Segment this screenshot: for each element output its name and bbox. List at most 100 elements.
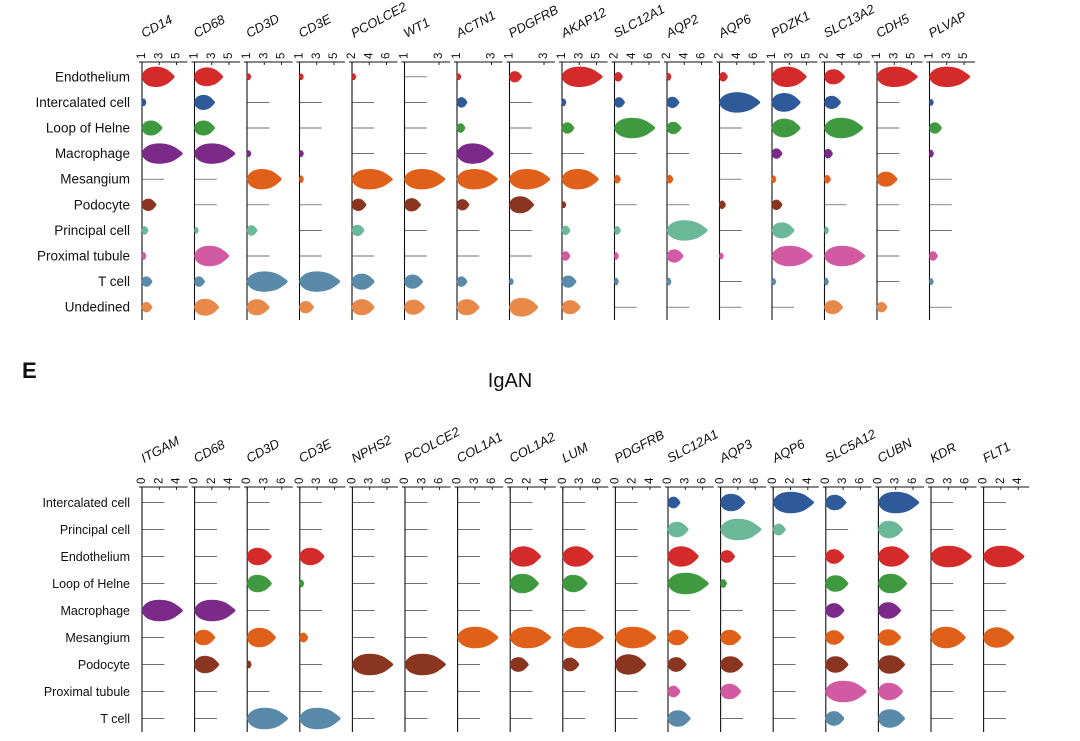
top-gene-label-aqp6: AQP6 — [715, 11, 754, 41]
top-violin-actn1-intercalated-cell — [456, 97, 468, 108]
bottom-row-label-proximal-tubule: Proximal tubule — [44, 685, 130, 699]
bottom-tick-label-aqp6-0: 0 — [767, 478, 779, 484]
bottom-violin-lum-podocyte — [562, 657, 580, 672]
top-tick-label-cd14-0: 1 — [136, 53, 148, 59]
bottom-tick-label-col1a1-2: 6 — [486, 478, 498, 484]
bottom-gene-label-flt1: FLT1 — [980, 439, 1013, 466]
top-violin-slc13a2-proximal-tubule — [824, 245, 866, 267]
top-tick-label-slc13a2-2: 6 — [853, 53, 865, 59]
bottom-tick-label-nphs2-0: 0 — [346, 478, 358, 484]
bottom-violin-aqp3-intercalated-cell — [720, 493, 746, 512]
bottom-violin-slc12a1-principal-cell — [667, 521, 689, 538]
bottom-violin-cubn-proximal-tubule — [878, 682, 904, 701]
top-violin-plvap-intercalated-cell — [929, 99, 934, 106]
top-violin-slc12a1-intercalated-cell — [614, 97, 625, 108]
bottom-tick-label-col1a1-1: 3 — [469, 478, 481, 484]
top-violin-cd14-loop-of-helne — [141, 120, 163, 136]
top-row-label-intercalated-cell: Intercalated cell — [35, 95, 130, 110]
bottom-violin-slc12a1-intercalated-cell — [667, 496, 681, 509]
bottom-tick-label-pdgfrb-2: 4 — [644, 477, 656, 484]
bottom-violin-slc12a1-mesangium — [667, 629, 689, 646]
top-violin-actn1-undedined — [456, 299, 480, 316]
top-violin-pdzk1-mesangium — [771, 175, 777, 183]
bottom-violin-cubn-podocyte — [878, 655, 906, 674]
bottom-violin-cd3e-t-cell — [299, 707, 341, 730]
top-gene-label-wt1: WT1 — [401, 15, 432, 41]
top-tick-label-akap12-2: 5 — [591, 53, 603, 59]
top-violin-akap12-intercalated-cell — [561, 98, 567, 107]
bottom-tick-label-slc12a1-1: 3 — [679, 478, 691, 484]
bottom-violin-col1a2-endothelium — [509, 546, 541, 567]
top-violin-wt1-t-cell — [404, 274, 424, 289]
bottom-violin-aqp3-loop-of-helne — [720, 579, 727, 588]
top-violin-actn1-loop-of-helne — [456, 123, 466, 133]
bottom-violin-slc5a12-loop-of-helne — [825, 575, 849, 592]
bottom-violin-cubn-macrophage — [878, 602, 902, 619]
top-violin-pdzk1-intercalated-cell — [771, 93, 801, 112]
bottom-gene-label-aqp6: AQP6 — [769, 436, 808, 466]
top-violin-cd3e-endothelium — [299, 73, 304, 81]
top-gene-label-cd68: CD68 — [191, 11, 228, 40]
top-violin-plvap-macrophage — [929, 149, 934, 158]
bottom-violin-cd3d-endothelium — [246, 547, 272, 566]
top-violin-plvap-t-cell — [929, 278, 934, 285]
top-row-label-principal-cell: Principal cell — [54, 223, 130, 238]
bottom-violin-aqp3-proximal-tubule — [720, 683, 742, 700]
bottom-violin-cd68-mesangium — [194, 629, 216, 646]
bottom-violin-slc5a12-podocyte — [825, 656, 849, 673]
bottom-violin-cd3e-mesangium — [299, 632, 309, 643]
top-violin-akap12-endothelium — [561, 66, 603, 87]
top-tick-label-wt1-0: 1 — [399, 53, 411, 59]
top-violin-aqp6-endothelium — [719, 72, 728, 82]
top-violin-slc13a2-undedined — [824, 300, 844, 315]
top-tick-label-cdh5-1: 3 — [888, 53, 900, 59]
bottom-tick-label-lum-2: 6 — [591, 478, 603, 484]
bottom-row-label-mesangium: Mesangium — [65, 631, 130, 645]
top-violin-akap12-mesangium — [561, 169, 599, 190]
bottom-violin-slc12a1-loop-of-helne — [667, 572, 709, 595]
bottom-violin-cubn-endothelium — [878, 546, 910, 567]
top-violin-pcolce2-mesangium — [351, 169, 393, 190]
top-gene-label-cdh5: CDH5 — [873, 10, 912, 40]
bottom-gene-label-pdgfrb: PDGFRB — [612, 427, 667, 466]
top-violin-pdgfrb-undedined — [509, 297, 539, 317]
top-violin-cd68-endothelium — [194, 67, 224, 87]
bottom-gene-label-lum: LUM — [559, 439, 590, 465]
top-violin-aqp6-proximal-tubule — [719, 252, 724, 260]
top-violin-pdgfrb-endothelium — [509, 71, 522, 83]
bottom-tick-label-col1a2-0: 0 — [504, 478, 516, 484]
bottom-violin-slc5a12-intercalated-cell — [825, 494, 847, 511]
bottom-violin-pcolce2-podocyte — [404, 653, 446, 676]
top-violin-cd14-t-cell — [141, 276, 153, 287]
bottom-violin-slc12a1-t-cell — [667, 710, 691, 727]
bottom-tick-label-slc12a1-0: 0 — [662, 478, 674, 484]
bottom-gene-label-col1a1: COL1A1 — [454, 429, 505, 466]
bottom-gene-label-slc5a12: SLC5A12 — [822, 426, 879, 466]
bottom-violin-cd3e-loop-of-helne — [299, 579, 305, 588]
bottom-gene-label-slc12a1: SLC12A1 — [664, 426, 720, 465]
bottom-gene-label-cd68: CD68 — [191, 436, 228, 465]
top-violin-cd14-podocyte — [141, 198, 157, 211]
bottom-tick-label-cd68-1: 2 — [206, 478, 218, 484]
top-violin-akap12-t-cell — [561, 275, 577, 288]
bottom-violin-kdr-endothelium — [930, 545, 972, 568]
top-row-label-undedined: Undedined — [65, 300, 130, 315]
top-violin-slc13a2-macrophage — [824, 148, 833, 159]
bottom-row-label-intercalated-cell: Intercalated cell — [42, 496, 130, 510]
top-violin-cd3d-mesangium — [246, 169, 282, 190]
top-violin-actn1-mesangium — [456, 169, 498, 190]
top-tick-label-aqp6-0: 2 — [714, 53, 726, 59]
top-violin-cd3d-t-cell — [246, 271, 288, 292]
top-violin-pdgfrb-t-cell — [509, 278, 514, 285]
top-row-label-podocyte: Podocyte — [74, 197, 130, 212]
top-tick-label-plvap-1: 3 — [941, 53, 953, 59]
top-tick-label-pdgfrb-0: 1 — [504, 53, 516, 59]
top-gene-label-actn1: ACTN1 — [452, 7, 498, 41]
top-gene-label-pdzk1: PDZK1 — [768, 8, 812, 41]
top-violin-cd68-undedined — [194, 298, 220, 316]
top-violin-slc12a1-loop-of-helne — [614, 117, 656, 139]
bottom-gene-label-pcolce2: PCOLCE2 — [401, 424, 462, 466]
bottom-violin-slc5a12-proximal-tubule — [825, 680, 867, 703]
top-violin-cd68-macrophage — [194, 143, 236, 164]
bottom-violin-aqp6-principal-cell — [772, 523, 786, 536]
